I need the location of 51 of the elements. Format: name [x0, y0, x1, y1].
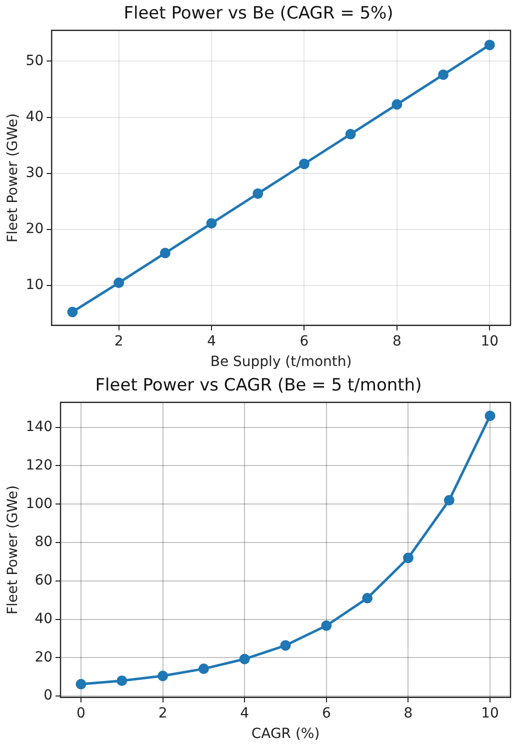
- point: [116, 675, 128, 686]
- x-tick-label: 4: [240, 705, 250, 722]
- x-axis-title: Be Supply (t/month): [210, 354, 352, 370]
- point: [198, 664, 209, 674]
- x-tick-label: 2: [114, 333, 124, 350]
- point: [298, 158, 310, 170]
- point: [345, 128, 356, 140]
- point: [160, 248, 170, 258]
- point: [392, 99, 402, 110]
- y-tick-label: 20: [26, 221, 44, 238]
- y-tick-label: 30: [26, 165, 44, 182]
- x-tick-label: 10: [480, 333, 499, 350]
- x-tick-label: 6: [300, 333, 309, 350]
- y-tick-label: 80: [34, 534, 53, 550]
- y-tick-label: 10: [26, 277, 44, 294]
- x-axis-title: CAGR (%): [251, 726, 320, 742]
- y-tick-label: 40: [26, 108, 44, 125]
- point: [239, 654, 250, 664]
- point: [438, 69, 449, 80]
- point: [280, 640, 291, 651]
- y-axis-title: Fleet Power (GWe): [5, 485, 22, 615]
- point: [484, 410, 496, 422]
- x-tick-label: 10: [481, 705, 499, 722]
- y-tick-label: 140: [26, 418, 53, 435]
- chart-title: Fleet Power vs Be (CAGR = 5%): [124, 4, 394, 24]
- x-tick-label: 2: [158, 705, 168, 722]
- y-tick-label: 50: [26, 52, 44, 69]
- point: [321, 620, 332, 631]
- point: [114, 278, 124, 288]
- point: [444, 495, 454, 506]
- y-tick-label: 0: [44, 688, 53, 704]
- x-tick-label: 0: [76, 705, 86, 722]
- y-tick-label: 40: [34, 610, 53, 627]
- y-axis-title: Fleet Power (GWe): [5, 113, 22, 243]
- y-tick-label: 60: [34, 572, 53, 589]
- point: [206, 218, 217, 229]
- x-tick-label: 4: [207, 333, 216, 350]
- point: [252, 188, 264, 199]
- point: [158, 670, 168, 682]
- point: [402, 552, 414, 564]
- y-tick-label: 120: [26, 457, 53, 474]
- x-tick-label: 6: [322, 705, 331, 722]
- y-tick-label: 100: [26, 496, 53, 512]
- point: [484, 40, 495, 50]
- point: [76, 678, 86, 690]
- point: [362, 592, 373, 604]
- y-tick-label: 20: [34, 649, 53, 666]
- x-tick-label: 8: [392, 333, 402, 350]
- point: [67, 306, 78, 318]
- chart-title: Fleet Power vs CAGR (Be = 5 t/month): [95, 376, 422, 396]
- x-tick-label: 8: [404, 705, 413, 722]
